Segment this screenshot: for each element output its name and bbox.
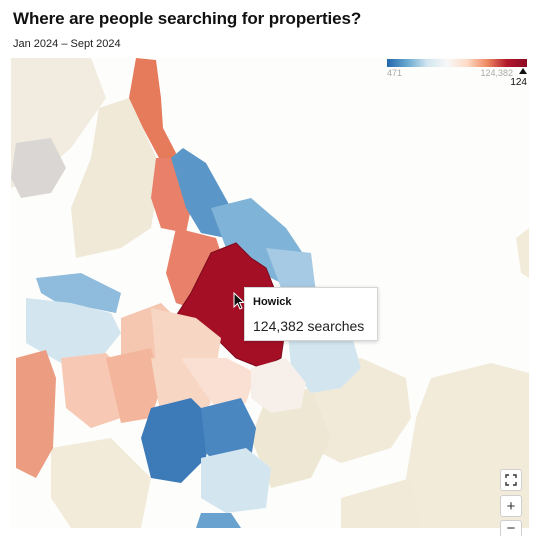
region-west-salmon[interactable] [16,350,56,478]
tooltip-search-count: 124,382 searches [253,318,365,334]
map-canvas[interactable] [11,58,529,528]
color-legend: 471 124,382 124 [387,59,527,99]
chart-title: Where are people searching for propertie… [13,9,362,28]
zoom-in-button[interactable]: + [500,495,522,517]
tooltip-region-name: Howick [253,296,292,308]
region-south-light-blue[interactable] [201,448,271,513]
choropleth-map[interactable] [11,58,529,528]
legend-min-label: 471 [387,68,403,78]
fullscreen-button[interactable] [500,469,522,491]
zoom-out-button[interactable]: − [500,520,522,536]
region-west-light-blue[interactable] [26,298,121,363]
land-southwest [51,438,151,528]
legend-max-label: 124,382 [480,68,513,78]
chart-subtitle: Jan 2024 – Sept 2024 [13,38,121,50]
region-south-peach-2[interactable] [106,348,161,423]
legend-marker-icon [519,68,527,74]
region-south-blue-edge[interactable] [196,513,241,528]
region-west-blue[interactable] [36,273,121,313]
land-far-south [341,478,421,528]
fullscreen-icon [505,474,517,486]
region-north-orange[interactable] [129,58,176,168]
region-tooltip: Howick 124,382 searches [244,287,378,341]
legend-color-ramp [387,59,527,67]
region-south-blue-1[interactable] [141,398,211,483]
region-south-light[interactable] [181,358,256,408]
land-southeast [406,363,529,528]
region-east-light[interactable] [251,358,306,413]
land-east-strip [516,228,529,278]
land-west-grey [11,138,66,198]
legend-current-value: 124 [510,77,527,88]
land-north-central [71,98,161,258]
mouse-pointer-icon [233,292,245,310]
